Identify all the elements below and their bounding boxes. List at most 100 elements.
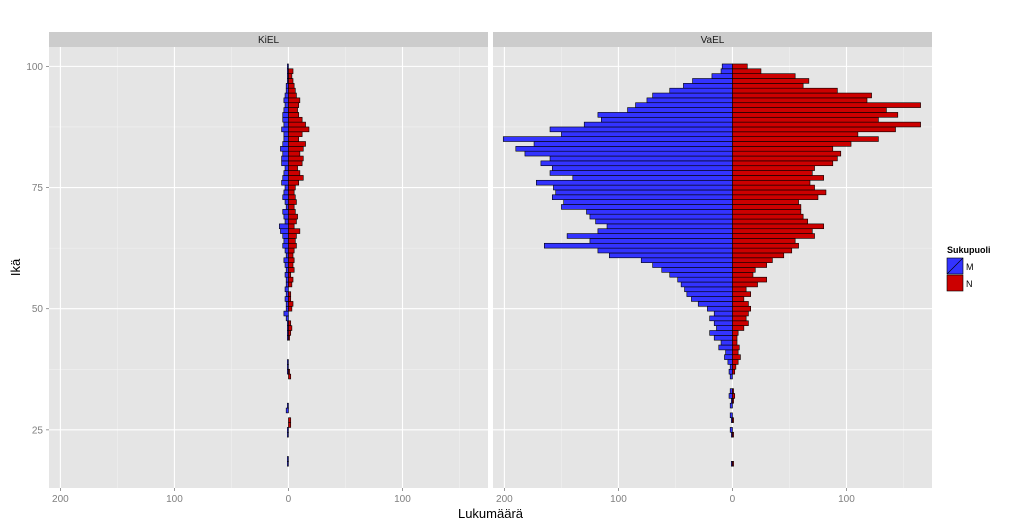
bar-kiel-n-age-87 (288, 126, 310, 133)
bar-kiel-n-age-37 (288, 368, 290, 375)
bar-vael-n-age-82 (732, 150, 842, 157)
bar-vael-n-age-65 (732, 233, 815, 239)
bar-kiel-n-age-79 (288, 165, 298, 171)
bar-kiel-m-age-79 (284, 165, 289, 171)
bar-vael-n-age-91 (732, 107, 887, 113)
bar-kiel-n-age-97 (288, 78, 294, 84)
bar-kiel-n-age-57 (288, 272, 292, 278)
bar-kiel-n-age-47 (288, 320, 292, 326)
bar-vael-m-age-52 (691, 296, 733, 302)
bar-vael-m-age-67 (606, 223, 733, 230)
bar-vael-m-age-25 (729, 427, 733, 433)
bar-kiel-m-age-75 (284, 184, 289, 191)
bar-vael-m-age-84 (533, 141, 733, 147)
bar-kiel-m-age-93 (283, 97, 289, 104)
bar-vael-m-age-77 (572, 175, 733, 181)
bar-vael-n-age-53 (732, 291, 751, 297)
bar-kiel-m-age-18 (287, 461, 289, 467)
bar-kiel-m-age-65 (282, 233, 289, 239)
bar-vael-n-age-75 (732, 184, 815, 191)
bar-vael-n-age-89 (732, 116, 879, 123)
bar-vael-n-age-40 (732, 354, 741, 360)
bar-kiel-n-age-86 (288, 131, 303, 137)
bar-vael-n-age-93 (732, 97, 868, 104)
bar-kiel-n-age-99 (288, 68, 294, 74)
bar-kiel-n-age-60 (288, 257, 295, 263)
bar-kiel-m-age-50 (285, 305, 289, 312)
bar-vael-n-age-48 (732, 315, 747, 322)
bar-kiel-m-age-56 (285, 276, 289, 283)
bar-kiel-n-age-89 (288, 116, 303, 123)
bar-kiel-m-age-81 (281, 155, 289, 162)
bar-vael-n-age-24 (732, 431, 734, 438)
bar-vael-n-age-31 (732, 398, 734, 404)
bar-vael-n-age-71 (732, 204, 802, 210)
bar-vael-n-age-38 (732, 364, 737, 370)
bar-vael-m-age-85 (502, 136, 733, 142)
x-tick-label: 200 (496, 494, 513, 505)
legend-title: Sukupuoli (947, 245, 991, 255)
facet-label: KiEL (258, 35, 280, 46)
bar-kiel-n-age-71 (288, 204, 295, 210)
bar-vael-m-age-32 (728, 393, 733, 399)
legend-key-n (946, 274, 964, 292)
bar-vael-n-age-47 (732, 320, 749, 326)
bar-vael-m-age-38 (729, 364, 733, 370)
bar-vael-m-age-49 (713, 310, 733, 317)
bar-kiel-n-age-27 (288, 417, 292, 423)
bar-kiel-n-age-85 (288, 136, 300, 142)
bar-kiel-m-age-30 (287, 402, 289, 409)
bar-kiel-n-age-56 (288, 276, 294, 283)
panel-kiel: KiEL 200 100 0 100 (49, 32, 488, 505)
bar-kiel-n-age-78 (288, 170, 301, 176)
bar-vael-n-age-50 (732, 305, 751, 312)
bar-vael-n-age-100 (732, 63, 748, 70)
y-tick-label: 75 (32, 183, 44, 194)
x-axis-title: Lukumäärä (458, 506, 524, 521)
bar-kiel-m-age-73 (282, 194, 289, 200)
bar-vael-m-age-89 (601, 116, 733, 123)
bar-kiel-m-age-60 (283, 257, 289, 263)
bar-vael-m-age-62 (597, 247, 733, 254)
bar-kiel-n-age-92 (288, 102, 300, 108)
bar-vael-m-age-37 (728, 368, 733, 375)
bar-vael-m-age-47 (713, 320, 733, 326)
bar-vael-n-age-83 (732, 146, 834, 152)
bar-vael-n-age-63 (732, 242, 799, 249)
legend-label-n: N (966, 279, 973, 289)
bar-vael-n-age-41 (732, 349, 739, 356)
bar-vael-m-age-58 (661, 267, 733, 273)
bar-kiel-m-age-49 (283, 310, 289, 317)
bar-vael-n-age-59 (732, 262, 767, 268)
bar-vael-n-age-60 (732, 257, 773, 263)
bar-vael-n-age-87 (732, 126, 896, 133)
bar-kiel-n-age-90 (288, 112, 300, 118)
bar-vael-n-age-52 (732, 296, 745, 302)
bar-vael-m-age-81 (549, 155, 733, 162)
bar-vael-n-age-77 (732, 175, 824, 181)
bar-kiel-m-age-48 (285, 315, 289, 322)
bar-vael-m-age-61 (609, 252, 733, 259)
bar-vael-m-age-76 (536, 179, 733, 186)
bar-vael-n-age-79 (732, 165, 815, 171)
bar-vael-n-age-46 (732, 325, 745, 331)
bar-vael-n-age-70 (732, 209, 802, 215)
bar-vael-n-age-42 (732, 344, 740, 351)
x-tick-label: 0 (730, 494, 736, 505)
bar-kiel-m-age-86 (283, 131, 289, 137)
bar-kiel-n-age-77 (288, 175, 304, 181)
bar-kiel-m-age-57 (284, 272, 289, 278)
bar-kiel-n-age-66 (288, 228, 301, 234)
bar-vael-m-age-82 (524, 150, 733, 157)
bar-kiel-n-age-65 (288, 233, 297, 239)
bar-kiel-m-age-84 (282, 141, 289, 147)
bar-vael-m-age-46 (716, 325, 733, 331)
bar-vael-m-age-51 (697, 301, 733, 307)
bar-kiel-n-age-50 (288, 305, 293, 312)
bar-vael-n-age-45 (732, 330, 739, 336)
bar-kiel-n-age-84 (288, 141, 306, 147)
bar-kiel-n-age-74 (288, 189, 295, 196)
x-tick-label: 100 (394, 494, 411, 505)
bar-kiel-n-age-26 (288, 422, 292, 428)
